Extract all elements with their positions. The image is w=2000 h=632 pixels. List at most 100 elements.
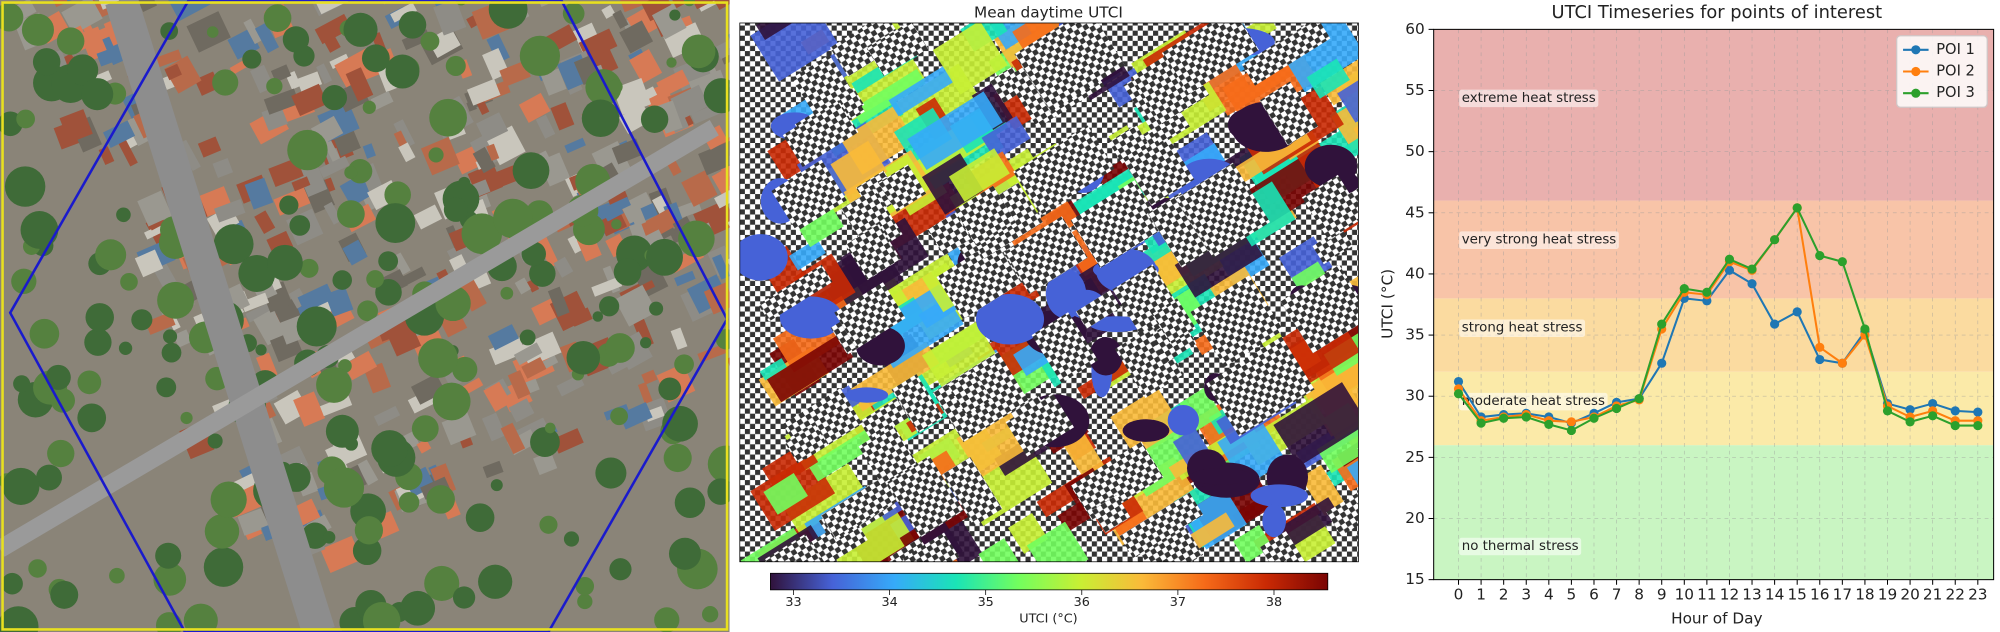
tree: [337, 200, 365, 228]
tree: [203, 547, 244, 587]
rooftop: [197, 136, 222, 158]
building: [820, 473, 903, 540]
tree: [266, 77, 283, 95]
tree: [418, 338, 458, 378]
rooftop: [314, 0, 353, 15]
utci-patch: [1306, 58, 1350, 99]
rooftop: [59, 109, 93, 143]
rooftop: [329, 53, 350, 69]
series-marker: [1837, 257, 1847, 267]
tree: [375, 279, 402, 306]
rooftop: [674, 270, 696, 287]
legend-label: POI 1: [1936, 41, 1975, 58]
tree: [81, 78, 114, 111]
rooftop: [714, 35, 730, 60]
building: [885, 455, 964, 538]
tree: [575, 576, 595, 596]
series-marker: [1566, 417, 1576, 427]
series-marker: [1837, 358, 1847, 368]
tree: [488, 0, 528, 29]
utci-patch: [794, 201, 844, 248]
rooftop: [297, 163, 328, 197]
utci-patch: [1219, 61, 1296, 116]
utci-patch: [1316, 418, 1359, 474]
tree: [0, 606, 39, 632]
tree: [95, 239, 127, 271]
y-tick-label: 20: [1405, 509, 1424, 527]
legend-label: POI 3: [1936, 84, 1975, 101]
x-tick-label: 5: [1567, 585, 1577, 603]
series-marker: [1566, 425, 1576, 436]
tree: [610, 407, 628, 426]
tree: [361, 44, 390, 73]
tree: [210, 481, 247, 518]
rooftop: [345, 67, 374, 102]
rooftop: [476, 112, 509, 143]
rooftop: [535, 114, 556, 139]
shade-patch: [1227, 107, 1281, 143]
rooftop: [614, 284, 657, 327]
tree: [1, 572, 23, 595]
series-marker: [1657, 358, 1667, 368]
rooftop: [656, 69, 690, 98]
rooftop: [325, 286, 354, 317]
rooftop: [526, 278, 540, 293]
band-label-box: [1459, 392, 1608, 411]
shade-patch: [779, 296, 843, 339]
tree: [375, 203, 416, 243]
rooftop: [363, 362, 392, 394]
building: [1070, 441, 1164, 522]
rooftop: [711, 168, 730, 196]
tree: [16, 109, 35, 129]
tree: [2, 467, 40, 505]
rooftop: [714, 181, 730, 209]
utci-patch: [1300, 464, 1346, 517]
y-tick-label: 45: [1405, 203, 1424, 221]
utci-patch: [1276, 22, 1359, 93]
building: [1259, 81, 1319, 146]
rooftop: [466, 78, 501, 106]
rooftop: [518, 92, 551, 123]
rooftop: [362, 143, 376, 159]
utci-patch: [1273, 497, 1341, 552]
rooftop: [457, 277, 487, 312]
series-marker: [1792, 203, 1802, 213]
utci-patch: [1012, 22, 1104, 52]
tree: [519, 329, 536, 346]
tree: [206, 26, 219, 38]
building: [834, 282, 906, 349]
rooftop: [254, 22, 280, 54]
tree: [157, 281, 195, 319]
rooftop: [547, 286, 570, 318]
tree: [287, 129, 328, 171]
utci-patch: [978, 538, 1022, 562]
series-marker: [1589, 413, 1599, 423]
tree: [332, 270, 352, 290]
x-tick-label: 4: [1544, 585, 1554, 603]
y-tick-label: 30: [1405, 387, 1424, 405]
utci-patch: [750, 22, 839, 82]
rooftop: [291, 83, 328, 117]
tree: [325, 414, 359, 448]
building: [1161, 22, 1259, 95]
x-tick-label: 12: [1720, 585, 1739, 603]
tree: [400, 590, 436, 626]
tree: [678, 220, 715, 258]
tree: [544, 422, 556, 434]
utci-patch: [766, 334, 854, 403]
utci-patch: [888, 65, 955, 117]
tree: [204, 514, 240, 549]
legend-box: [1896, 35, 1988, 108]
series-marker: [1634, 394, 1644, 404]
rooftop: [253, 308, 288, 346]
band-label: moderate heat stress: [1462, 394, 1605, 409]
shade-patch: [975, 294, 1045, 345]
series-marker: [1905, 417, 1915, 427]
tree: [28, 559, 47, 578]
band-label-box: [1459, 319, 1586, 338]
tree: [255, 344, 267, 356]
x-tick-label: 16: [1810, 585, 1829, 603]
tree: [613, 258, 642, 286]
